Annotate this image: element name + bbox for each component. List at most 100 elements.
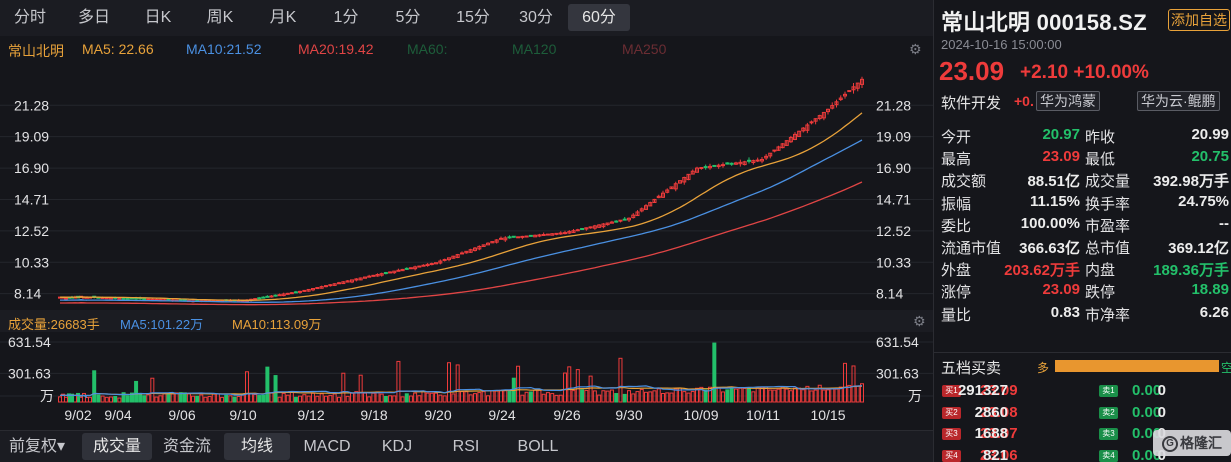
tab-timeframe-15min[interactable]: 15分 <box>456 9 490 26</box>
candle <box>281 292 286 297</box>
candle <box>588 226 593 229</box>
stat-label: 换手率 <box>1085 195 1131 213</box>
sector-link[interactable]: 软件开发 <box>941 95 1002 112</box>
volume-bar <box>341 372 346 403</box>
volume-bar <box>413 392 418 403</box>
candle <box>601 222 606 229</box>
candle <box>826 108 830 115</box>
stat-label: 委比 <box>941 217 972 235</box>
tab-timeframe-minute[interactable]: 分时 <box>13 9 46 26</box>
tab-timeframe-30min[interactable]: 30分 <box>519 9 553 26</box>
candle <box>656 194 661 199</box>
volume-tick-label: 万 <box>908 388 922 404</box>
volume-bar <box>96 394 101 403</box>
legend-ma20: MA20:19.42 <box>298 41 374 57</box>
tab-indicator-capital-flow[interactable]: 资金流 <box>162 438 211 455</box>
candle <box>703 164 708 170</box>
add-watchlist-button[interactable]: 添加自选 <box>1168 9 1230 31</box>
candle <box>396 268 401 272</box>
bid-level-badge: 买2 <box>942 406 961 419</box>
candle <box>520 235 525 240</box>
candlestick-chart: 21.28 19.09 16.90 14.71 12.52 10.33 8.14 21.28… <box>0 76 933 306</box>
tab-timeframe-monthly[interactable]: 月K <box>269 9 297 26</box>
volume-bar <box>788 390 793 403</box>
price-tick-label: 12.52 <box>14 223 49 239</box>
volume-bar <box>601 390 606 403</box>
candle <box>261 296 266 299</box>
gear-icon[interactable]: ⚙ <box>909 41 922 57</box>
tab-timeframe-5min[interactable]: 5分 <box>395 9 421 26</box>
candle <box>793 132 797 141</box>
stat-label: 流通市值 <box>941 240 1002 257</box>
tab-indicator-macd[interactable]: MACD <box>303 438 351 455</box>
stat-label: 振幅 <box>941 195 972 213</box>
stat-label: 外盘 <box>941 262 972 280</box>
ask-level-badge: 卖1 <box>1099 385 1118 397</box>
candle <box>780 142 785 149</box>
candle <box>838 95 843 102</box>
candle <box>332 283 337 287</box>
order-book-title: 五档买卖 <box>941 360 1002 377</box>
candle <box>451 255 456 259</box>
volume-bar <box>473 393 477 403</box>
candle <box>618 219 623 223</box>
stat-label: 成交额 <box>941 173 987 191</box>
volume-bar <box>665 392 670 403</box>
candle <box>575 228 580 232</box>
volume-bar <box>481 391 486 403</box>
date-tick-label: 10/15 <box>810 407 845 423</box>
volume-bar <box>162 393 167 403</box>
tab-indicator-kdj[interactable]: KDJ <box>381 438 413 455</box>
volume-bar <box>755 387 760 403</box>
candle <box>682 176 687 185</box>
volume-bar <box>408 395 413 403</box>
legend-volume-ma10: MA10:113.09万 <box>232 317 322 332</box>
candle <box>813 118 818 125</box>
candle <box>507 235 512 239</box>
candle <box>125 297 130 300</box>
volume-bar <box>363 392 367 403</box>
volume-bar <box>609 389 614 403</box>
candle <box>788 135 793 143</box>
tab-indicator-boll[interactable]: BOLL <box>517 438 559 455</box>
adjust-dropdown[interactable]: 前复权▾ <box>8 438 66 455</box>
volume-bar <box>388 395 393 403</box>
volume-bar <box>592 390 597 403</box>
stat-value: 6.26 <box>1199 303 1229 321</box>
tab-indicator-ma[interactable]: 均线 <box>224 433 290 460</box>
candle <box>580 228 585 231</box>
concept-tag[interactable]: 华为鸿蒙 <box>1036 91 1100 111</box>
volume-bar <box>468 394 473 403</box>
candle <box>324 285 328 288</box>
volume-bar <box>261 394 266 403</box>
stat-label: 市净率 <box>1085 306 1131 324</box>
volume-bar <box>813 389 818 403</box>
volume-bar <box>253 394 258 403</box>
gear-icon[interactable]: ⚙ <box>913 313 926 329</box>
stat-label: 涨停 <box>941 284 972 302</box>
tab-timeframe-daily[interactable]: 日K <box>144 9 172 26</box>
volume-bar <box>780 386 785 403</box>
tab-indicator-rsi[interactable]: RSI <box>452 438 480 455</box>
tab-timeframe-1min[interactable]: 1分 <box>333 9 359 26</box>
volume-bar <box>751 391 756 403</box>
tab-timeframe-60min[interactable]: 60分 <box>568 4 630 31</box>
volume-bar <box>580 389 585 403</box>
tab-timeframe-weekly[interactable]: 周K <box>206 9 234 26</box>
volume-bar <box>332 393 337 403</box>
candle <box>537 233 542 238</box>
volume-bar <box>109 396 113 403</box>
tab-timeframe-multiday[interactable]: 多日 <box>77 9 110 26</box>
volume-bar <box>528 391 533 403</box>
price-tick-label: 21.28 <box>14 97 49 113</box>
ask-level-badge: 卖3 <box>1099 428 1118 440</box>
concept-tag[interactable]: 华为云·鲲鹏 <box>1137 91 1220 111</box>
volume-bar <box>375 391 380 403</box>
volume-bar <box>186 393 191 403</box>
stat-row: 流通市值 366.63亿 总市值 369.12亿 <box>934 235 1231 257</box>
volume-bar <box>686 392 691 403</box>
candle <box>253 298 258 301</box>
stat-value: 23.09 <box>1042 281 1080 299</box>
volume-bar <box>232 396 237 403</box>
tab-indicator-volume[interactable]: 成交量 <box>82 433 152 460</box>
